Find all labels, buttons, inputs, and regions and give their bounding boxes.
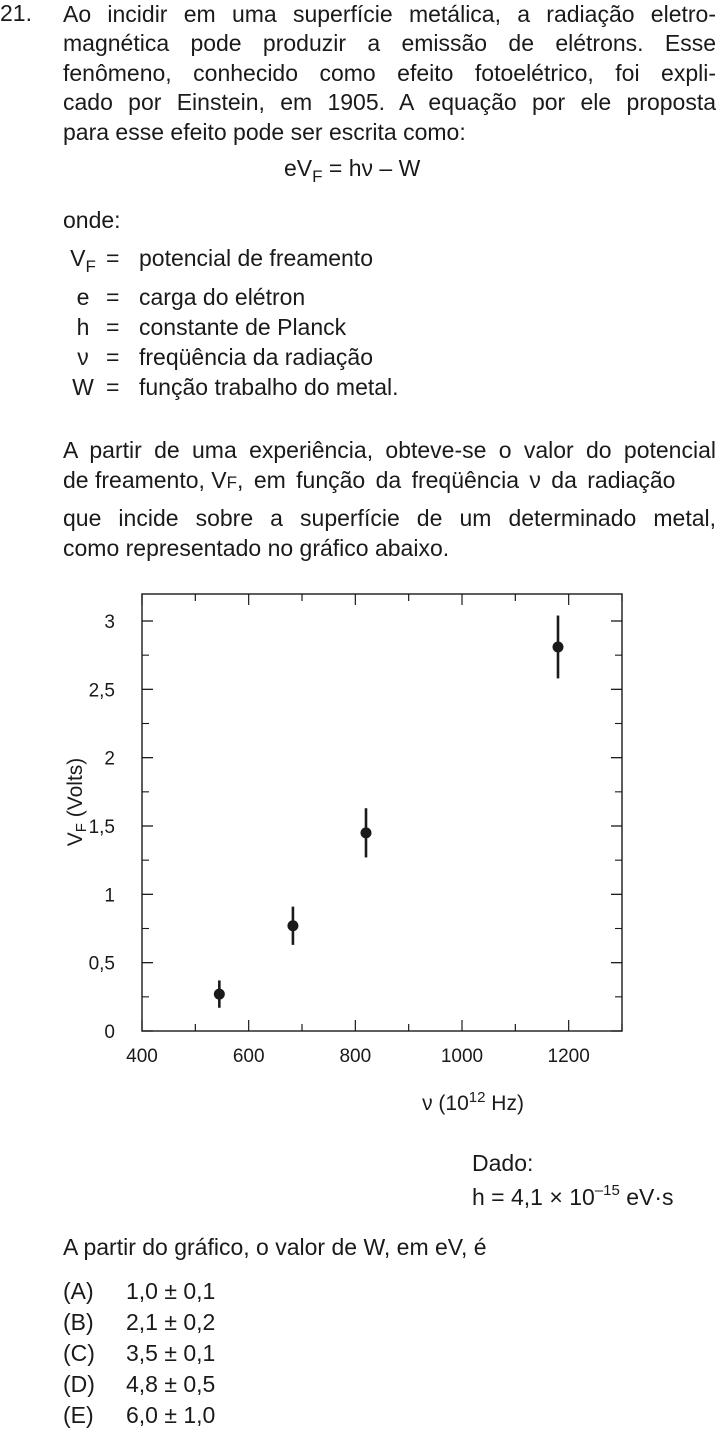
option-letter: (E) <box>63 1402 94 1428</box>
y-axis-ticks: 0 0,5 1 1,5 2 2,5 3 <box>89 612 622 1043</box>
vf-vs-frequency-chart: 0 0,5 1 1,5 2 2,5 3 400 600 800 1000 1200 ν (1012 … <box>64 593 623 1115</box>
y-tick-label: 1 <box>104 885 115 906</box>
paragraph-line: A partir de uma experiência, obteve-se o… <box>63 437 716 464</box>
intro-line: fenômeno, conhecido como efeito fotoelét… <box>63 59 716 86</box>
data-point <box>213 988 225 1000</box>
x-tick-label: 600 <box>233 1046 265 1067</box>
option-value: 4,8 ± 0,5 <box>126 1371 216 1397</box>
definition-text: função trabalho do metal. <box>139 374 399 400</box>
data-points <box>213 615 564 1008</box>
y-tick-label: 2 <box>104 749 115 770</box>
definition-equals: = <box>106 344 120 370</box>
x-tick-label: 1200 <box>548 1046 590 1067</box>
paragraph-text: que incide sobre a superfície de um dete… <box>63 505 716 531</box>
definition-symbol: ν <box>77 344 89 370</box>
y-tick-label: 1,5 <box>89 817 115 838</box>
paragraph-text: como representado no gráfico abaixo. <box>63 535 450 561</box>
equation-rhs: = hν – W <box>322 155 421 181</box>
option-letter: (C) <box>63 1340 95 1366</box>
definition-text: constante de Planck <box>139 314 347 340</box>
definition-symbol: W <box>72 374 94 400</box>
definition-equals: = <box>106 245 120 271</box>
definition-text: potencial de freamento <box>139 245 373 271</box>
intro-paragraph: Ao incidir em uma superfície metálica, a… <box>63 0 716 147</box>
intro-line: magnética pode produzir a emissão de elé… <box>63 30 716 57</box>
y-tick-label: 2,5 <box>89 680 115 701</box>
paragraph-line: que incide sobre a superfície de um dete… <box>63 505 716 532</box>
paragraph-text: de freamento, V <box>63 467 227 493</box>
plot-frame <box>141 593 623 1032</box>
option-value: 6,0 ± 1,0 <box>126 1402 216 1428</box>
data-point <box>552 641 564 653</box>
question-prompt: A partir do gráfico, o valor de W, em eV… <box>63 1234 487 1260</box>
definition-symbol: e <box>76 284 90 310</box>
option-letter: (A) <box>63 1278 94 1304</box>
paragraph-line: como representado no gráfico abaixo. <box>63 535 716 562</box>
option-letter: (D) <box>63 1371 95 1397</box>
option-value: 3,5 ± 0,1 <box>126 1340 216 1366</box>
paragraph-text: , em função da freqüência ν da radiação <box>237 467 676 493</box>
option-letter: (B) <box>63 1309 94 1335</box>
einstein-equation: eVF = hν – W <box>284 155 421 186</box>
definition-symbol: VF <box>70 245 96 276</box>
paragraph-text: A partir de uma experiência, obteve-se o… <box>63 437 716 463</box>
planck-constant-value: h = 4,1 × 10–15 eV·s <box>472 1182 674 1210</box>
intro-line: cado por Einstein, em 1905. A equação po… <box>63 89 716 116</box>
x-tick-label: 800 <box>339 1046 371 1067</box>
y-tick-label: 3 <box>104 612 115 633</box>
equation-lhs: eV <box>284 155 313 181</box>
question-number: 21. <box>0 0 32 26</box>
x-axis-title: ν (1012 Hz) <box>422 1089 524 1115</box>
x-tick-label: 400 <box>126 1046 158 1067</box>
definition-symbol: h <box>76 314 90 340</box>
option-value: 2,1 ± 0,2 <box>126 1309 216 1335</box>
x-axis-ticks: 400 600 800 1000 1200 <box>126 594 623 1067</box>
y-tick-label: 0,5 <box>89 954 115 975</box>
equation-lhs-sub: F <box>312 167 323 186</box>
definition-text: carga do elétron <box>139 284 306 310</box>
y-tick-label: 0 <box>104 1022 115 1043</box>
x-tick-label: 1000 <box>441 1046 483 1067</box>
y-axis-title: VF (Volts) <box>64 758 90 847</box>
onde-label: onde: <box>63 207 121 233</box>
definition-text: freqüência da radiação <box>139 344 373 370</box>
option-value: 1,0 ± 0,1 <box>126 1278 216 1304</box>
data-point <box>287 920 299 932</box>
paragraph-sub: F <box>226 473 238 492</box>
data-point <box>360 827 372 839</box>
definition-equals: = <box>106 284 120 310</box>
definition-equals: = <box>106 374 120 400</box>
intro-line: para esse efeito pode ser escrita como: <box>63 118 466 145</box>
definition-equals: = <box>106 314 120 340</box>
dado-label: Dado: <box>472 1150 534 1176</box>
intro-line: Ao incidir em uma superfície metálica, a… <box>63 1 716 27</box>
